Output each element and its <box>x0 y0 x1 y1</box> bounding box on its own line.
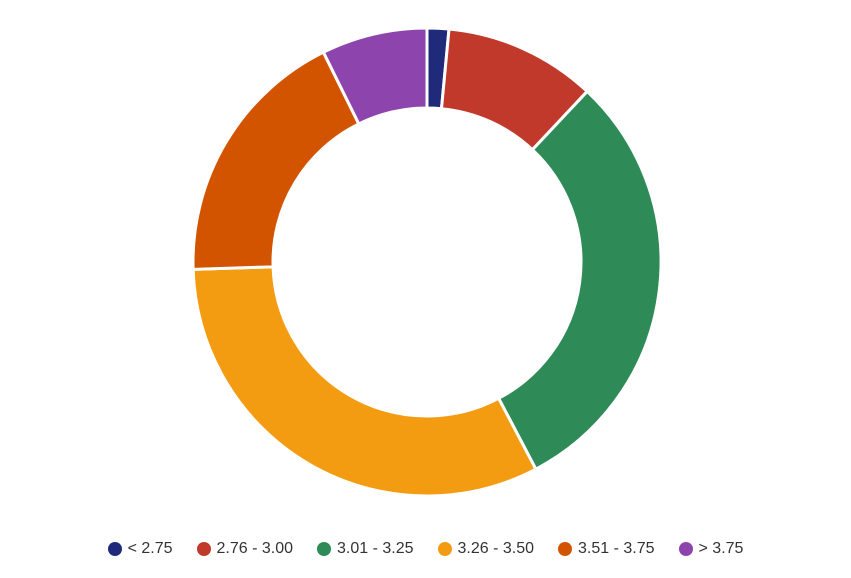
donut-slice-6[interactable] <box>321 26 429 126</box>
legend-label: 3.51 - 3.75 <box>578 540 655 557</box>
donut-slice-4[interactable] <box>191 265 538 498</box>
donut-slice-3[interactable] <box>496 89 663 472</box>
legend-item-6[interactable]: > 3.75 <box>678 540 744 558</box>
legend-swatch <box>437 542 452 556</box>
legend-label: < 2.75 <box>127 540 173 557</box>
legend-swatch <box>107 542 122 556</box>
legend-item-4[interactable]: 3.26 - 3.50 <box>437 540 535 558</box>
legend-swatch <box>558 542 572 556</box>
donut-chart <box>191 26 663 498</box>
legend-item-2[interactable]: 2.76 - 3.00 <box>196 540 294 558</box>
legend-item-1[interactable]: < 2.75 <box>107 540 173 558</box>
donut-slice-5[interactable] <box>191 50 361 271</box>
legend-label: 3.01 - 3.25 <box>337 540 414 557</box>
legend-label: 3.26 - 3.50 <box>457 540 535 557</box>
chart-legend: < 2.75 2.76 - 3.00 3.01 - 3.25 3.26 - 3.50 3… <box>0 536 851 562</box>
donut-chart-area <box>191 26 663 498</box>
legend-label: 2.76 - 3.00 <box>216 540 294 557</box>
legend-item-5[interactable]: 3.51 - 3.75 <box>558 540 655 558</box>
legend-swatch <box>678 542 693 556</box>
legend-swatch <box>317 542 331 556</box>
legend-swatch <box>196 542 211 556</box>
legend-label: > 3.75 <box>698 540 744 557</box>
legend-item-3[interactable]: 3.01 - 3.25 <box>317 540 414 558</box>
